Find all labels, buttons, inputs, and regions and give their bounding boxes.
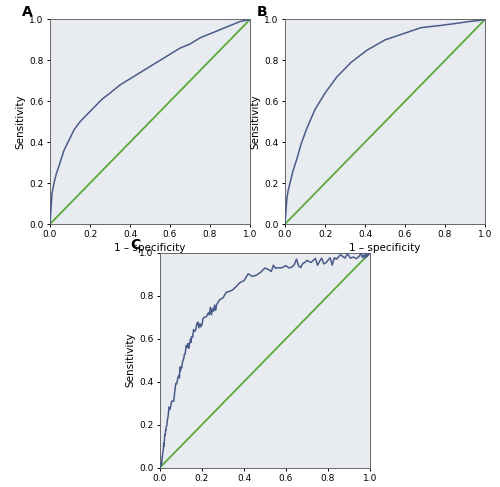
Text: B: B: [257, 5, 268, 19]
Y-axis label: Sensitivity: Sensitivity: [15, 94, 25, 149]
Y-axis label: Sensitivity: Sensitivity: [250, 94, 260, 149]
Y-axis label: Sensitivity: Sensitivity: [125, 333, 135, 388]
X-axis label: 1 – specificity: 1 – specificity: [350, 244, 420, 253]
Text: C: C: [130, 238, 141, 252]
Text: A: A: [22, 5, 33, 19]
X-axis label: 1 – specificity: 1 – specificity: [114, 244, 186, 253]
